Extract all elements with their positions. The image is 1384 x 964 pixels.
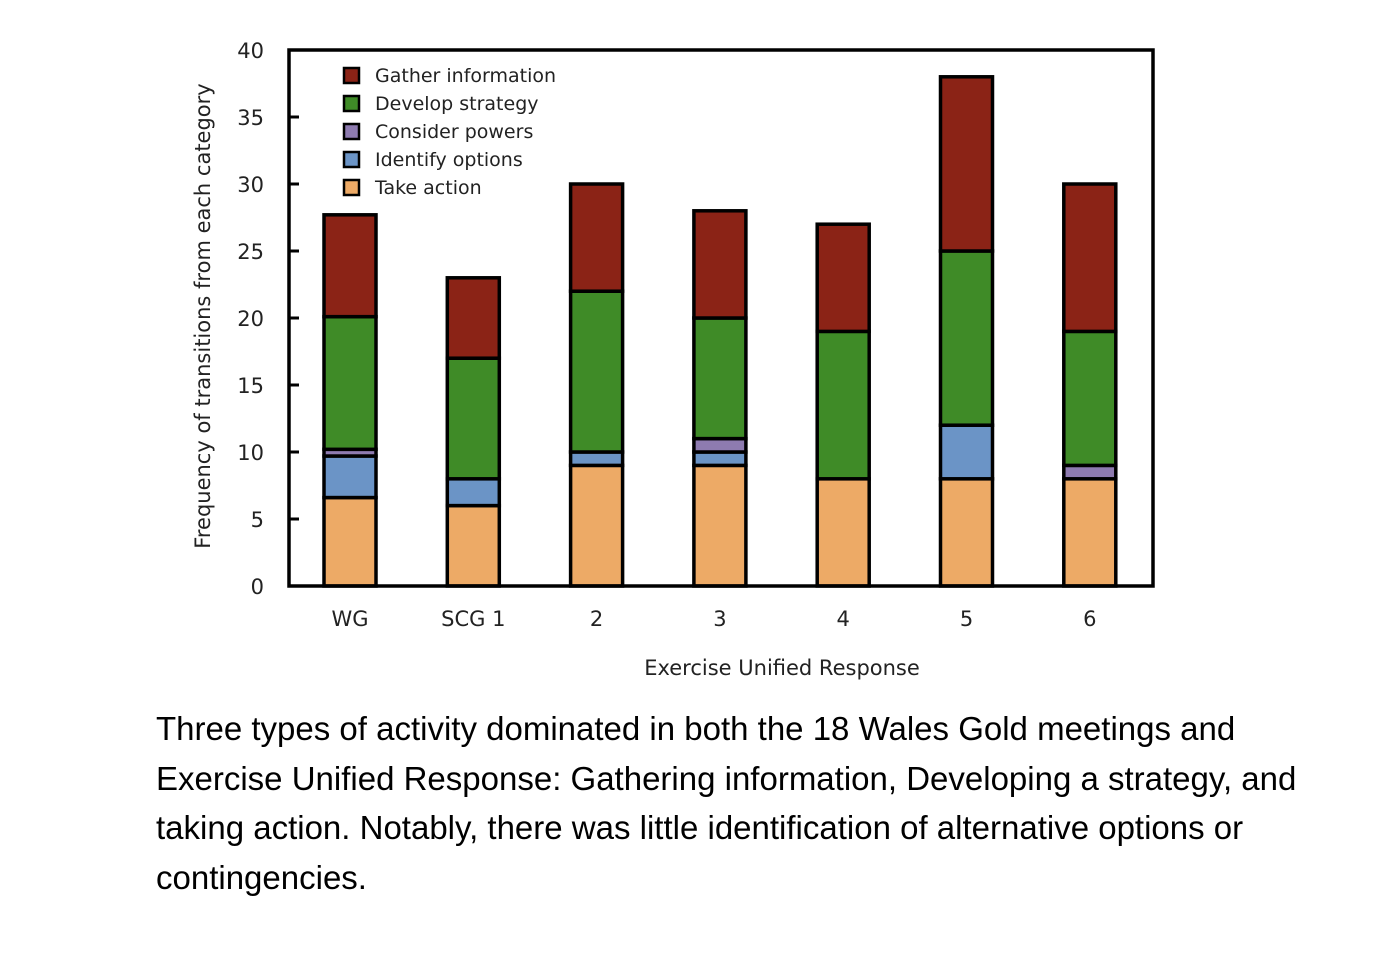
bar-segment-identify-options xyxy=(445,477,502,508)
bar-segment-take-action xyxy=(938,477,995,588)
bar-segment-identify-options xyxy=(568,450,625,468)
bar-segment-gather-information xyxy=(815,222,871,334)
bar-segment-develop-strategy xyxy=(692,316,748,441)
caption-text: Three types of activity dominated in bot… xyxy=(156,710,1297,896)
bar-segment-develop-strategy xyxy=(1062,329,1118,468)
y-tick-label: 15 xyxy=(237,374,264,398)
legend-label: Gather information xyxy=(375,65,556,87)
y-tick-label: 20 xyxy=(237,307,264,331)
legend-label: Develop strategy xyxy=(375,93,539,115)
x-tick-label: 6 xyxy=(1083,607,1096,631)
legend-swatch xyxy=(342,66,361,85)
y-tick-label: 25 xyxy=(237,240,264,264)
bar-segment-develop-strategy xyxy=(938,249,995,427)
y-tick-label: 35 xyxy=(237,106,264,130)
bar-segment-develop-strategy xyxy=(322,314,378,452)
x-tick-label: 2 xyxy=(590,607,603,631)
bar-segment-take-action xyxy=(1062,477,1118,588)
bar-segment-develop-strategy xyxy=(568,289,625,454)
bar-segment-take-action xyxy=(445,503,502,588)
x-tick-label: 3 xyxy=(713,607,726,631)
bar-segment-gather-information xyxy=(322,213,378,319)
x-tick-label: 4 xyxy=(837,607,850,631)
bar-segment-take-action xyxy=(568,463,625,588)
bar-segment-develop-strategy xyxy=(815,329,871,481)
x-tick-label: 5 xyxy=(960,607,973,631)
legend-label: Consider powers xyxy=(375,121,533,143)
bar-segment-identify-options xyxy=(938,423,995,481)
legend-label: Identify options xyxy=(375,149,523,171)
y-tick-label: 30 xyxy=(237,173,264,197)
bar-segment-take-action xyxy=(322,495,378,588)
bar-segment-gather-information xyxy=(568,182,625,293)
x-tick-label: SCG 1 xyxy=(441,607,505,631)
bar-segment-develop-strategy xyxy=(445,356,502,481)
bar-segment-consider-powers xyxy=(692,436,748,454)
y-tick-label: 40 xyxy=(237,39,264,63)
bar-segment-gather-information xyxy=(1062,182,1118,334)
bar-segment-identify-options xyxy=(322,454,378,500)
legend-swatch xyxy=(342,94,361,113)
legend-swatch xyxy=(342,178,361,197)
bar-segment-gather-information xyxy=(445,276,502,360)
legend-swatch xyxy=(342,150,361,169)
bar-segment-identify-options xyxy=(692,450,748,468)
y-tick-label: 10 xyxy=(237,441,264,465)
bar-segment-consider-powers xyxy=(1062,463,1118,481)
legend-label: Take action xyxy=(374,177,482,199)
bar-segment-gather-information xyxy=(692,209,748,320)
stacked-bar-chart: WG SCG 1 2 3 4 5 6 0 5 10 15 20 25 30 35 40 Exercise Uni… xyxy=(191,39,1155,680)
y-tick-label: 5 xyxy=(251,508,264,532)
y-tick-label: 0 xyxy=(251,575,264,599)
bar-segment-gather-information xyxy=(938,75,995,253)
x-tick-label: WG xyxy=(331,607,368,631)
bar-segment-take-action xyxy=(692,463,748,588)
bar-segment-take-action xyxy=(815,477,871,588)
y-axis-label: Frequency of transitions from each categ… xyxy=(191,83,215,548)
legend-swatch xyxy=(342,122,361,141)
x-axis-label: Exercise Unified Response xyxy=(644,656,920,680)
